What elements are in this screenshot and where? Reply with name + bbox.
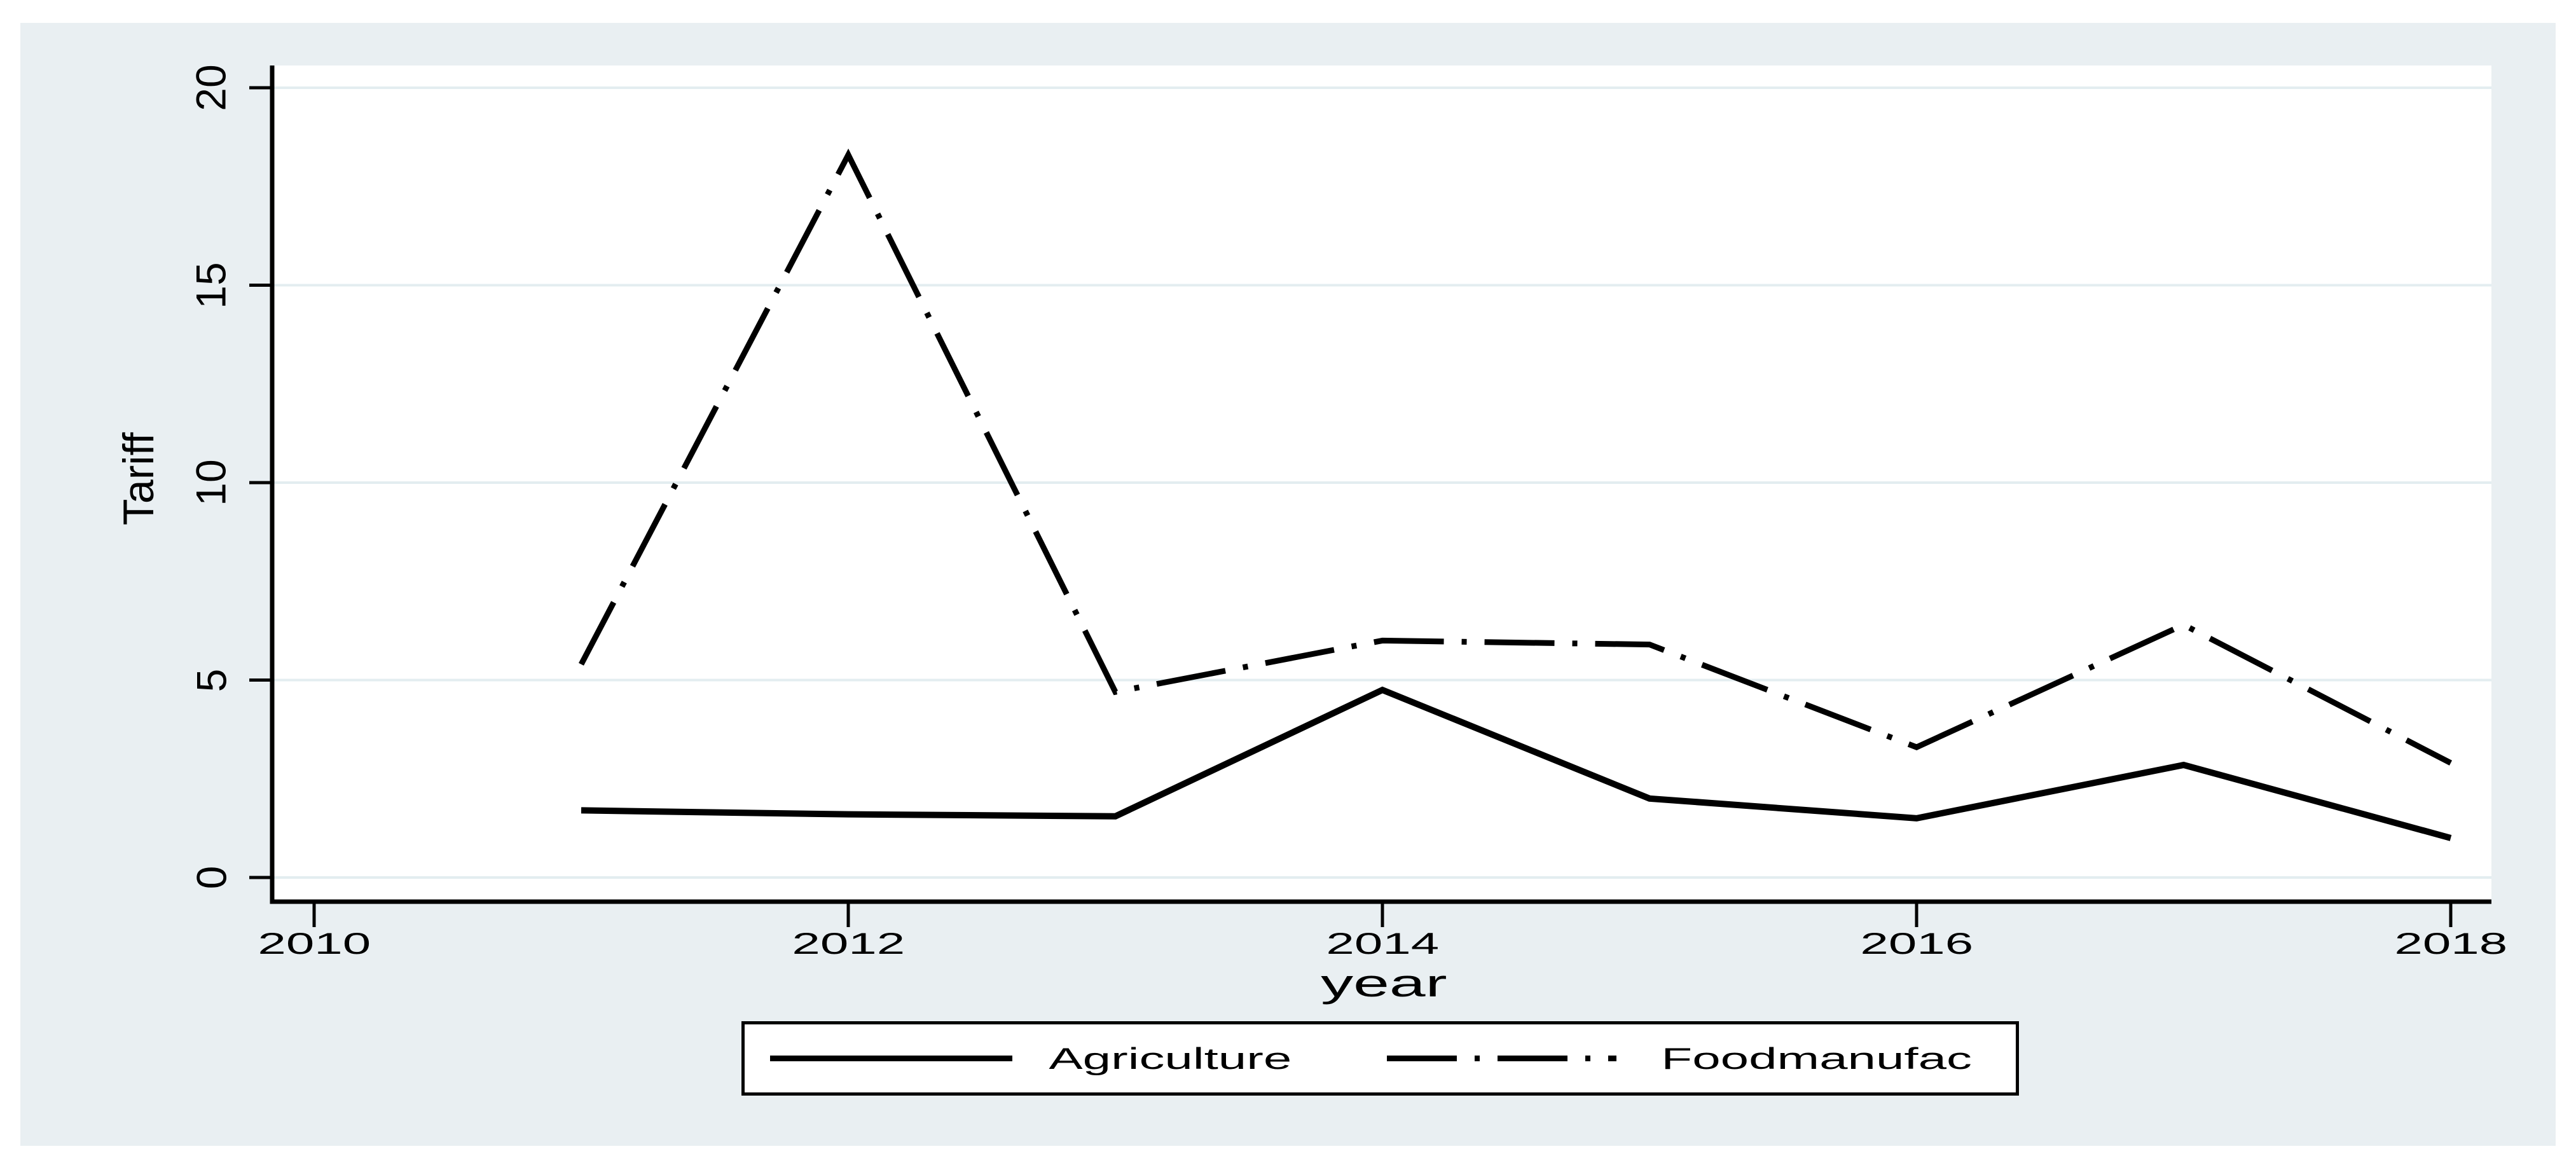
x-axis-title-text: year: [1320, 962, 1447, 1005]
series-line-agriculture: [581, 686, 2452, 841]
x-tick-text: 2016: [1860, 926, 1973, 960]
legend-label-foodmanufac: Foodmanufac: [1626, 1024, 2008, 1092]
legend-dash-dot-line-sample: [1387, 1056, 1616, 1061]
axis-tick-marks: [249, 86, 2453, 927]
y-tick-label-5: 5: [160, 630, 262, 731]
y-axis-title: Tariff: [88, 352, 189, 606]
x-tick-label-2018: 2018: [2355, 925, 2546, 961]
x-tick-text: 2014: [1326, 926, 1439, 960]
x-tick-label-2010: 2010: [219, 925, 410, 961]
x-tick-label-2014: 2014: [1287, 925, 1478, 961]
y-gridlines: [274, 86, 2491, 879]
legend-text-agriculture: Agriculture: [1049, 1042, 1291, 1075]
y-tick-text: 15: [187, 261, 235, 309]
y-tick-label-0: 0: [160, 827, 262, 928]
legend-label-agriculture: Agriculture: [1011, 1024, 1329, 1092]
x-tick-text: 2012: [792, 926, 905, 960]
legend-solid-line-sample: [770, 1056, 1012, 1061]
y-tick-text: 10: [187, 459, 235, 506]
y-tick-text: 0: [188, 865, 235, 890]
y-tick-text: 5: [188, 668, 235, 692]
x-tick-text: 2018: [2394, 926, 2507, 960]
x-tick-label-2012: 2012: [753, 925, 944, 961]
y-tick-label-15: 15: [160, 235, 262, 336]
x-axis-title: year: [1225, 962, 1543, 1005]
series-lines: [579, 148, 2453, 841]
x-tick-label-2016: 2016: [1821, 925, 2012, 961]
y-tick-text: 20: [187, 64, 235, 111]
legend-text-foodmanufac: Foodmanufac: [1661, 1042, 1973, 1075]
y-tick-label-20: 20: [160, 37, 262, 139]
x-tick-text: 2010: [258, 926, 371, 960]
series-line-foodmanufac: [579, 148, 2453, 766]
y-axis-title-text: Tariff: [114, 432, 163, 526]
legend: Agriculture Foodmanufac: [741, 1021, 2019, 1096]
